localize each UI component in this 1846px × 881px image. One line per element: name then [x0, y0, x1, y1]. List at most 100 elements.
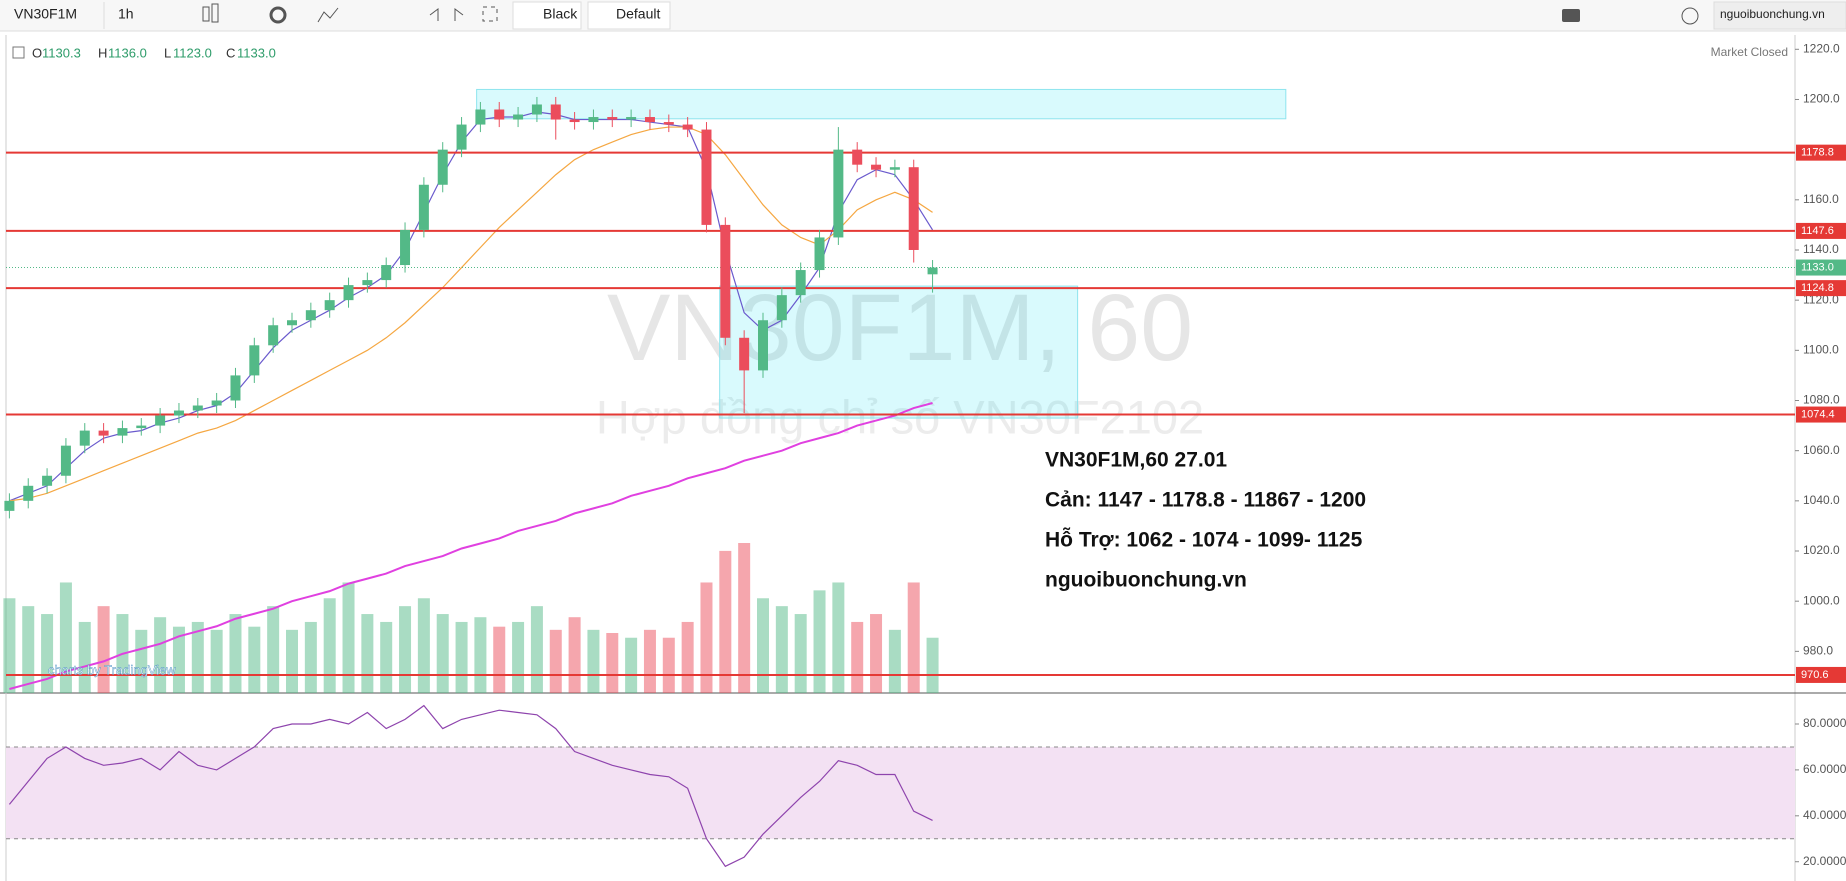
volume-bar — [851, 621, 864, 693]
y-tick-label: 1140.0 — [1803, 242, 1839, 256]
candle-body — [833, 149, 844, 238]
candle-body — [776, 295, 787, 321]
volume-bar — [549, 629, 562, 693]
candle-body — [437, 149, 448, 185]
volume-bar — [210, 629, 223, 693]
volume-bar — [97, 606, 110, 693]
volume-bar — [304, 621, 317, 693]
candle-body — [249, 345, 260, 376]
level-label-box — [1796, 666, 1846, 683]
candle-body — [230, 375, 241, 401]
legend-label: H — [98, 45, 107, 60]
y-tick-label: 1220.0 — [1803, 41, 1840, 55]
legend-value: 1123.0 — [173, 45, 212, 60]
candle-body — [720, 224, 731, 338]
volume-bar — [3, 598, 16, 693]
volume-bar — [154, 617, 167, 693]
volume-bar — [625, 637, 638, 693]
candle-body — [192, 405, 203, 411]
volume-bar — [286, 629, 298, 693]
candle-body — [607, 117, 618, 120]
layout-label[interactable]: Default — [616, 6, 660, 22]
level-label-box — [1796, 144, 1846, 161]
candle-body — [701, 129, 712, 225]
candle-body — [494, 109, 505, 120]
candle-body — [400, 229, 411, 266]
candle-body — [418, 184, 429, 230]
interval[interactable]: 1h — [118, 6, 134, 22]
level-label: 1147.6 — [1801, 225, 1834, 237]
candle-body — [79, 430, 90, 446]
y-tick-label: 1020.0 — [1803, 543, 1840, 557]
volume-bar — [926, 637, 939, 693]
candle-body — [305, 310, 316, 321]
y-tick-label: 1080.0 — [1803, 393, 1840, 407]
volume-bar — [361, 614, 374, 693]
volume-bar — [229, 614, 242, 693]
volume-bar — [606, 633, 619, 693]
rsi-band — [6, 746, 1795, 839]
volume-bar — [248, 626, 261, 693]
candle-body — [588, 117, 599, 123]
volume-bar — [172, 626, 185, 693]
theme-label[interactable]: Black — [543, 6, 578, 22]
candle-body — [211, 400, 222, 406]
candle-body — [889, 167, 900, 170]
annotation: VN30F1M,60 27.01 — [1045, 449, 1227, 472]
rsi-tick-label: 20.0000 — [1803, 854, 1846, 868]
legend-value: 1133.0 — [237, 45, 276, 60]
candle-body — [475, 109, 486, 125]
candle-body — [531, 104, 542, 115]
volume-bar — [907, 582, 920, 693]
candle-body — [287, 320, 297, 326]
volume-bar — [530, 606, 543, 693]
candle-body — [626, 117, 637, 120]
candle-body — [682, 124, 693, 130]
volume-bar — [474, 617, 487, 693]
volume-bar — [493, 626, 506, 693]
candle-body — [117, 428, 128, 436]
level-label-box — [1796, 406, 1846, 423]
candle-body — [814, 237, 825, 271]
volume-bar — [436, 614, 449, 693]
y-tick-label: 1000.0 — [1803, 593, 1840, 607]
candle-body — [663, 122, 674, 125]
y-tick-label: 1100.0 — [1803, 343, 1839, 357]
volume-bar — [681, 621, 694, 693]
volume-bar — [757, 598, 769, 693]
candle-body — [42, 475, 53, 486]
site[interactable]: nguoibuonchung.vn — [1720, 7, 1825, 21]
candle-body — [927, 267, 938, 275]
legend-label: O — [32, 45, 42, 60]
candle-body — [343, 285, 354, 301]
volume-bar — [813, 590, 826, 693]
rsi-tick-label: 60.0000 — [1803, 762, 1846, 776]
theme-button[interactable] — [512, 1, 582, 30]
volume-bar — [59, 582, 72, 693]
site-box[interactable] — [1713, 1, 1846, 30]
candle-body — [362, 280, 373, 286]
candle-body — [136, 425, 147, 429]
candle-body — [324, 300, 335, 311]
volume-bar — [399, 606, 412, 693]
volume-bar — [794, 614, 807, 693]
zone — [719, 285, 1079, 419]
level-label: 970.6 — [1801, 669, 1829, 681]
y-tick-label: 1040.0 — [1803, 493, 1840, 507]
volume-bar — [380, 621, 393, 693]
layout-button[interactable] — [587, 1, 671, 30]
annotation: Cản: 1147 - 1178.8 - 11867 - 1200 — [1045, 489, 1366, 512]
market-status: Market Closed — [1711, 45, 1788, 59]
candle-body — [871, 164, 882, 170]
volume-bar — [267, 606, 280, 693]
volume-bar — [587, 629, 600, 693]
toolbar-icons[interactable] — [202, 3, 1699, 25]
candle-body — [268, 325, 279, 346]
moving-average — [9, 402, 933, 690]
candle-body — [852, 149, 863, 165]
volume-bar — [870, 614, 883, 693]
candle-body — [550, 104, 561, 120]
last-price-label: 1133.0 — [1801, 261, 1834, 273]
y-tick-label: 980.0 — [1803, 644, 1833, 658]
symbol[interactable]: VN30F1M — [14, 6, 77, 22]
